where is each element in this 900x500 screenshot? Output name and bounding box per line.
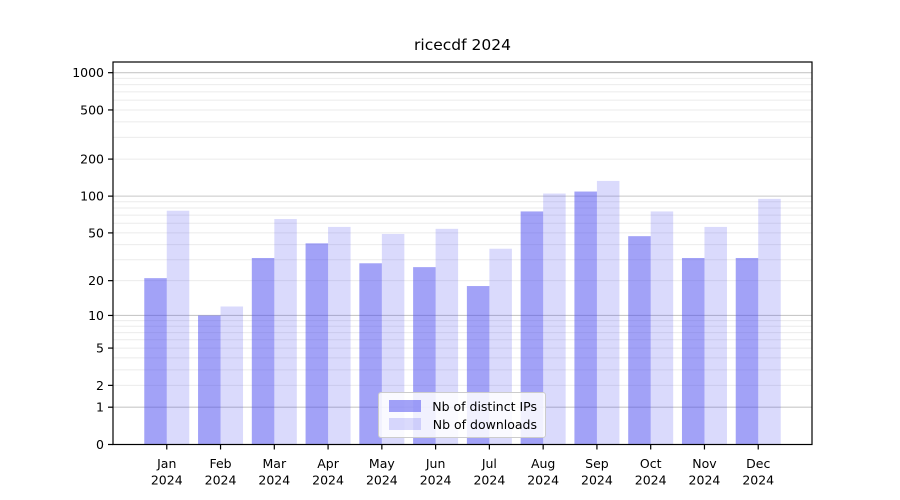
bar-ips-dec xyxy=(735,257,759,445)
x-tick-label-year-jun: 2024 xyxy=(420,473,452,488)
y-tick-label-200: 200 xyxy=(80,152,104,167)
bar-ips-feb xyxy=(198,315,221,445)
chart-title: ricecdf 2024 xyxy=(414,36,511,54)
bar-ips-sep xyxy=(574,191,597,445)
plot-border xyxy=(112,61,813,446)
y-tick-label-10: 10 xyxy=(88,308,104,323)
legend-item-downloads: Nb of downloads xyxy=(389,417,537,432)
bar-downloads-jan xyxy=(166,210,190,445)
y-tick-label-0: 0 xyxy=(96,437,104,452)
y-tick-label-50: 50 xyxy=(88,225,104,240)
x-tick-label-month-may: May xyxy=(369,456,395,471)
bar-downloads-oct xyxy=(650,211,674,445)
y-tick-label-1: 1 xyxy=(96,400,104,415)
bar-downloads-jun xyxy=(435,228,459,445)
x-tick-label-year-nov: 2024 xyxy=(689,473,721,488)
x-tick-label-year-jul: 2024 xyxy=(473,473,505,488)
x-tick-label-month-apr: Apr xyxy=(317,456,339,471)
x-tick-label-year-may: 2024 xyxy=(366,473,398,488)
bar-ips-nov xyxy=(681,257,705,445)
x-tick-label-year-aug: 2024 xyxy=(527,473,559,488)
bar-downloads-apr xyxy=(328,226,351,445)
x-tick-label-year-dec: 2024 xyxy=(742,473,774,488)
bar-downloads-feb xyxy=(220,306,244,445)
x-tick-label-month-mar: Mar xyxy=(263,456,287,471)
bar-ips-jan xyxy=(144,278,167,445)
bar-downloads-sep xyxy=(596,180,620,445)
bar-ips-mar xyxy=(251,257,275,445)
x-tick-label-month-aug: Aug xyxy=(531,456,555,471)
x-tick-label-month-nov: Nov xyxy=(692,456,717,471)
y-tick-label-500: 500 xyxy=(80,102,104,117)
y-tick-label-100: 100 xyxy=(80,189,104,204)
bar-downloads-may xyxy=(381,233,405,445)
bar-ips-may xyxy=(359,263,382,445)
bar-downloads-mar xyxy=(274,219,297,445)
x-tick-label-year-oct: 2024 xyxy=(635,473,667,488)
bar-ips-oct xyxy=(628,236,651,445)
x-tick-label-month-jun: Jun xyxy=(425,456,446,471)
x-tick-label-year-apr: 2024 xyxy=(312,473,344,488)
bar-downloads-nov xyxy=(704,226,727,445)
bar-ips-apr xyxy=(305,243,329,445)
x-tick-label-year-sep: 2024 xyxy=(581,473,613,488)
y-tick-label-2: 2 xyxy=(96,378,104,393)
bar-downloads-dec xyxy=(758,198,781,445)
bar-downloads-aug xyxy=(543,193,566,445)
legend-item-distinct-ips: Nb of distinct IPs xyxy=(389,399,537,414)
x-tick-label-month-feb: Feb xyxy=(209,456,231,471)
y-tick-label-20: 20 xyxy=(88,273,104,288)
x-tick-label-month-oct: Oct xyxy=(640,456,662,471)
x-tick-label-year-mar: 2024 xyxy=(258,473,290,488)
x-tick-label-year-feb: 2024 xyxy=(205,473,237,488)
legend-swatch-distinct-ips xyxy=(389,400,421,412)
legend: Nb of distinct IPs Nb of downloads xyxy=(378,392,546,438)
x-tick-label-month-jul: Jul xyxy=(481,456,497,471)
x-tick-label-month-sep: Sep xyxy=(585,456,609,471)
x-tick-label-month-jan: Jan xyxy=(156,456,176,471)
x-tick-label-year-jan: 2024 xyxy=(151,473,183,488)
legend-label-downloads: Nb of downloads xyxy=(432,416,537,432)
y-tick-label-1000: 1000 xyxy=(72,65,104,80)
legend-label-distinct-ips: Nb of distinct IPs xyxy=(432,398,537,414)
y-tick-label-5: 5 xyxy=(96,341,104,356)
legend-swatch-downloads xyxy=(389,418,421,430)
x-tick-label-month-dec: Dec xyxy=(746,456,770,471)
bar-ips-aug xyxy=(520,211,544,445)
